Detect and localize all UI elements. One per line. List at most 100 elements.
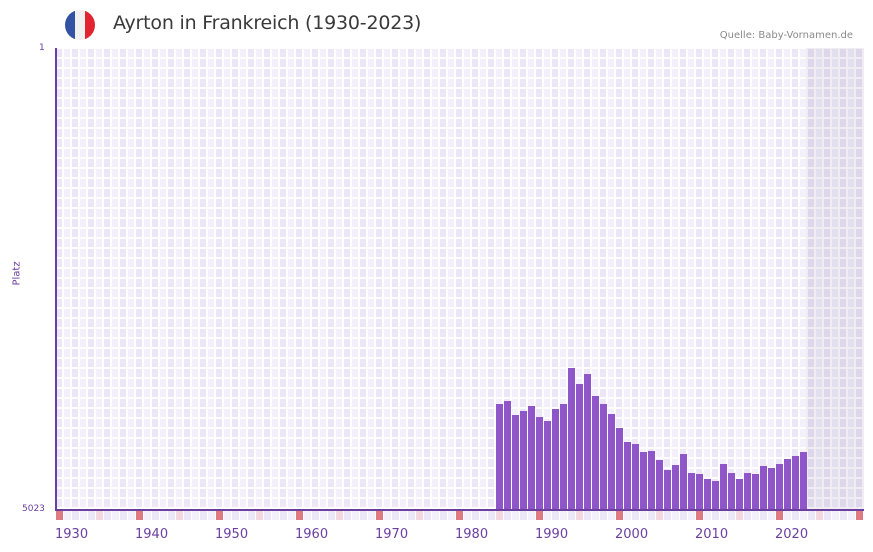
bar-1996[interactable] [583, 374, 591, 510]
grid-cell [208, 89, 214, 97]
year-marker [560, 511, 567, 520]
bar-1998[interactable] [599, 404, 607, 510]
bar-1988[interactable] [519, 411, 527, 510]
bar-1993[interactable] [559, 404, 567, 510]
grid-cell [128, 159, 134, 167]
bar-1990[interactable] [535, 417, 543, 510]
grid-cell [472, 259, 478, 267]
grid-cell [200, 229, 206, 237]
grid-cell [856, 419, 862, 427]
grid-cell [736, 269, 742, 277]
bar-2017[interactable] [751, 474, 759, 510]
grid-cell [808, 499, 814, 507]
grid-cell [784, 349, 790, 357]
bar-2005[interactable] [655, 460, 663, 510]
grid-cell [432, 309, 438, 317]
bar-2003[interactable] [639, 452, 647, 510]
grid-cell [144, 389, 150, 397]
bar-1989[interactable] [527, 406, 535, 510]
grid-cell [192, 359, 198, 367]
bar-2011[interactable] [703, 479, 711, 510]
grid-cell [784, 419, 790, 427]
bar-2000[interactable] [615, 428, 623, 510]
grid-cell [56, 459, 62, 467]
grid-cell [656, 249, 662, 257]
grid-cell [432, 439, 438, 447]
grid-cell [120, 499, 126, 507]
grid-cell [168, 489, 174, 497]
bar-2008[interactable] [679, 454, 687, 510]
grid-cell [488, 299, 494, 307]
grid-cell [448, 89, 454, 97]
grid-cell [744, 169, 750, 177]
bar-2019[interactable] [767, 468, 775, 510]
bar-1987[interactable] [511, 415, 519, 510]
grid-cell [744, 269, 750, 277]
grid-cell [664, 389, 670, 397]
grid-cell [64, 239, 70, 247]
bar-2023[interactable] [799, 452, 807, 510]
grid-cell [784, 329, 790, 337]
grid-cell [648, 299, 654, 307]
grid-cell [768, 209, 774, 217]
grid-cell [728, 329, 734, 337]
source-link[interactable]: Quelle: Baby-Vornamen.de [719, 30, 853, 41]
grid-cell [840, 89, 846, 97]
grid-cell [792, 339, 798, 347]
grid-cell [248, 499, 254, 507]
bar-2002[interactable] [631, 444, 639, 510]
grid-cell [840, 479, 846, 487]
grid-cell [488, 279, 494, 287]
grid-cell [296, 149, 302, 157]
grid-cell [344, 159, 350, 167]
grid-cell [584, 229, 590, 237]
grid-cell [528, 129, 534, 137]
grid-cell [392, 239, 398, 247]
grid-cell [408, 89, 414, 97]
bar-1992[interactable] [551, 409, 559, 510]
grid-cell [416, 279, 422, 287]
grid-cell [264, 319, 270, 327]
grid-cell [344, 229, 350, 237]
bar-2013[interactable] [719, 464, 727, 510]
bar-2006[interactable] [663, 470, 671, 510]
bar-2020[interactable] [775, 464, 783, 510]
grid-cell [184, 139, 190, 147]
bar-1985[interactable] [495, 404, 503, 510]
grid-cell [480, 189, 486, 197]
grid-cell [248, 359, 254, 367]
grid-cell [632, 159, 638, 167]
grid-cell [368, 259, 374, 267]
grid-cell [72, 349, 78, 357]
grid-cell [824, 69, 830, 77]
grid-cell [696, 329, 702, 337]
bar-1986[interactable] [503, 401, 511, 510]
bar-1995[interactable] [575, 384, 583, 510]
bar-2015[interactable] [735, 479, 743, 510]
grid-cell [304, 319, 310, 327]
grid-cell [464, 139, 470, 147]
bar-2007[interactable] [671, 465, 679, 510]
bar-2016[interactable] [743, 473, 751, 510]
bar-2001[interactable] [623, 442, 631, 510]
bar-2018[interactable] [759, 466, 767, 510]
grid-cell [88, 299, 94, 307]
grid-cell [168, 149, 174, 157]
bar-1997[interactable] [591, 396, 599, 510]
bar-2021[interactable] [783, 459, 791, 510]
bar-2009[interactable] [687, 473, 695, 510]
bar-2022[interactable] [791, 456, 799, 510]
bar-2014[interactable] [727, 473, 735, 510]
grid-cell [256, 189, 262, 197]
grid-cell [368, 79, 374, 87]
grid-cell [408, 449, 414, 457]
bar-1994[interactable] [567, 368, 575, 510]
bar-1999[interactable] [607, 414, 615, 510]
bar-1991[interactable] [543, 421, 551, 510]
bar-2004[interactable] [647, 451, 655, 510]
bar-2010[interactable] [695, 474, 703, 510]
grid-cell [608, 89, 614, 97]
bar-2012[interactable] [711, 481, 719, 510]
grid-cell [528, 59, 534, 67]
grid-cell [656, 339, 662, 347]
